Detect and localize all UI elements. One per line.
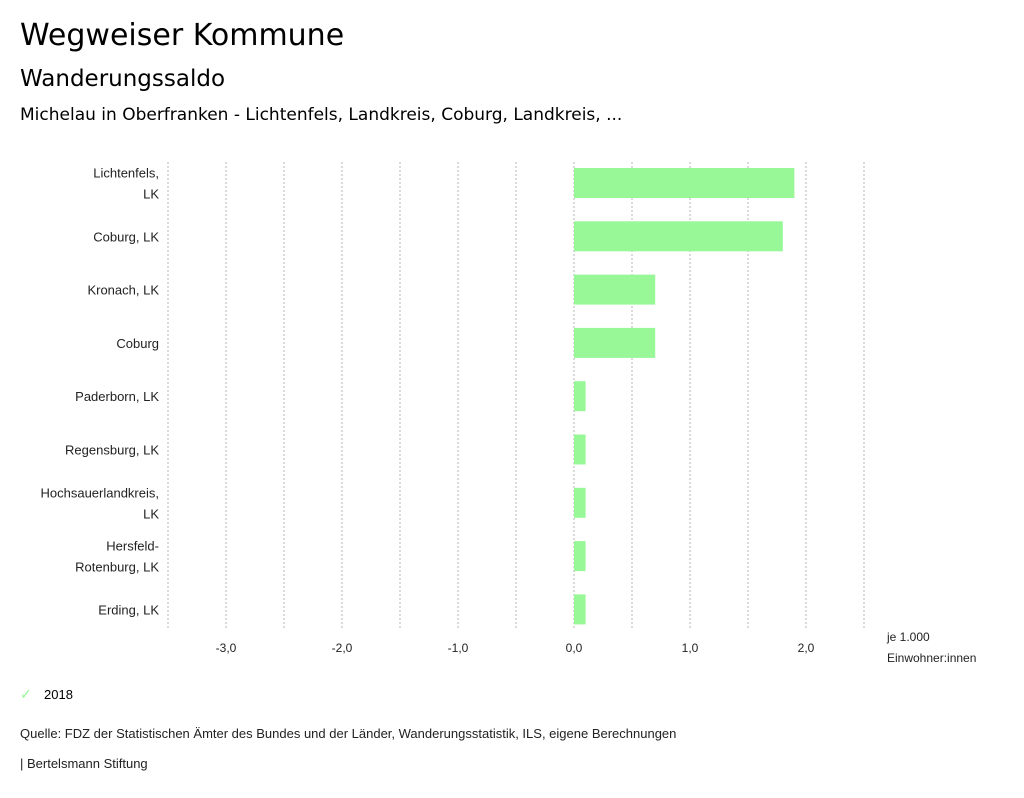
unit-label-line: je 1.000: [886, 630, 930, 644]
bars: [574, 168, 795, 625]
bar: [574, 381, 586, 412]
category-label-line: Kronach, LK: [87, 283, 159, 298]
bar: [574, 168, 795, 198]
category-label-line: Paderborn, LK: [75, 389, 159, 404]
category-label: Erding, LK: [98, 602, 159, 617]
x-tick-label: 1,0: [682, 641, 699, 655]
bar: [574, 327, 656, 358]
category-label-line: Hochsauerlandkreis,: [40, 485, 159, 500]
bar-chart: Lichtenfels, LK Coburg, LK Kronach, LK Cobur…: [40, 162, 976, 665]
category-label-line: Rotenburg, LK: [75, 560, 159, 575]
page-title: Wegweiser Kommune: [20, 18, 345, 53]
check-icon[interactable]: ✓: [20, 686, 32, 702]
chart-subtitle: Wanderungssaldo: [20, 66, 226, 92]
category-label: Lichtenfels, LK: [93, 166, 159, 202]
bar: [574, 274, 656, 305]
category-label-line: Coburg, LK: [93, 229, 159, 244]
category-label-line: Lichtenfels,: [93, 166, 159, 181]
source-note: Quelle: FDZ der Statistischen Ämter des …: [20, 726, 677, 741]
x-tick-label: -1,0: [448, 641, 469, 655]
legend[interactable]: ✓ 2018: [20, 686, 73, 703]
category-label: Regensburg, LK: [65, 443, 159, 458]
unit-label-line: Einwohner:innen: [887, 651, 976, 665]
x-tick-label: -3,0: [216, 641, 237, 655]
bar: [574, 594, 586, 625]
region-selection: Michelau in Oberfranken - Lichtenfels, L…: [20, 105, 623, 125]
bar: [574, 221, 783, 252]
bar: [574, 434, 586, 465]
legend-label-2018: 2018: [44, 687, 73, 702]
bar: [574, 487, 586, 518]
bar: [574, 541, 586, 572]
category-label: Coburg, LK: [93, 229, 159, 244]
category-label-line: LK: [143, 187, 159, 202]
category-label-line: Erding, LK: [98, 602, 159, 617]
category-label-line: Hersfeld-: [106, 539, 159, 554]
category-label-line: Coburg: [116, 336, 159, 351]
brand-credit: | Bertelsmann Stiftung: [20, 756, 148, 771]
category-label: Paderborn, LK: [75, 389, 159, 404]
category-label: Hersfeld- Rotenburg, LK: [75, 539, 159, 575]
x-tick-label: 0,0: [566, 641, 583, 655]
category-label-line: LK: [143, 506, 159, 521]
x-tick-label: 2,0: [798, 641, 815, 655]
x-axis-ticks: -3,0 -2,0 -1,0 0,0 1,0 2,0: [216, 641, 815, 655]
category-label: Hochsauerlandkreis, LK: [40, 485, 159, 521]
category-labels: Lichtenfels, LK Coburg, LK Kronach, LK Cobur…: [40, 166, 159, 618]
category-label: Kronach, LK: [87, 283, 159, 298]
category-label: Coburg: [116, 336, 159, 351]
category-label-line: Regensburg, LK: [65, 443, 159, 458]
unit-label: je 1.000 Einwohner:innen: [886, 630, 976, 665]
x-tick-label: -2,0: [332, 641, 353, 655]
